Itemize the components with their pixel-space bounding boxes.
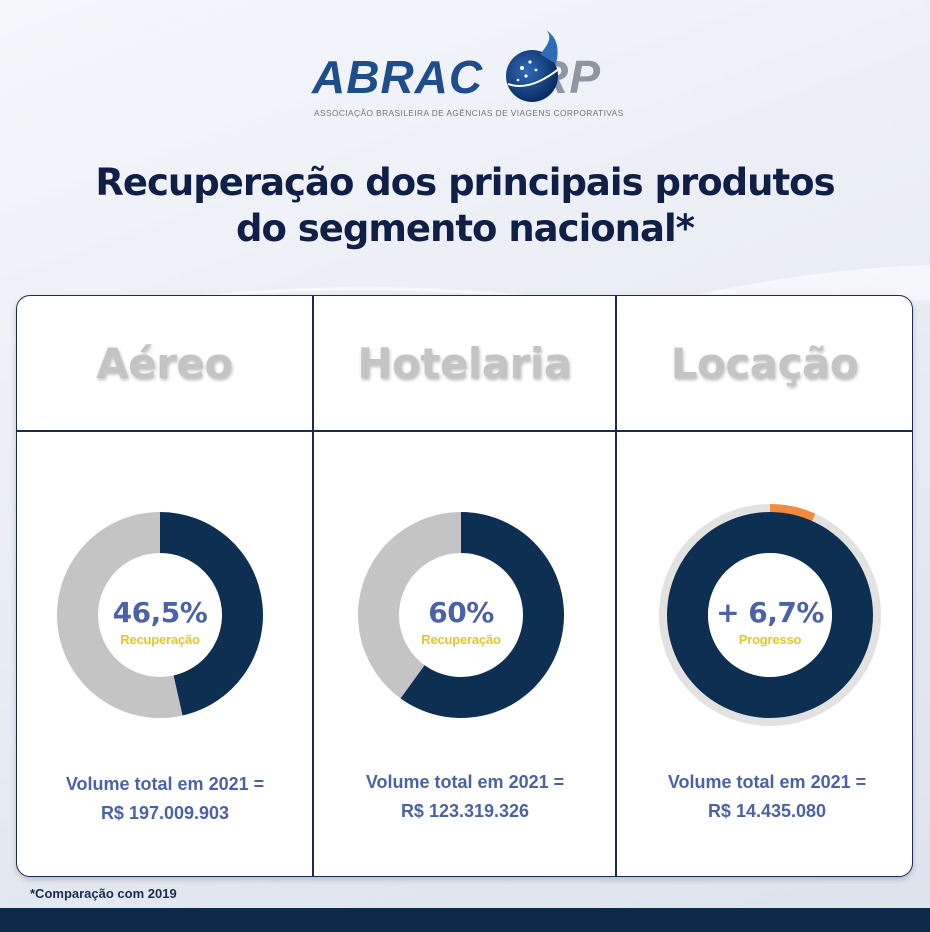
donut-chart-aereo <box>57 512 263 718</box>
donut-chart-hotelaria <box>358 512 564 718</box>
donut-center-hotelaria: 60% Recuperação <box>391 596 531 647</box>
column-title-locacao: Locação <box>670 338 859 388</box>
column-title-aereo: Aéreo <box>96 338 233 388</box>
donut-chart-locacao <box>659 504 881 726</box>
donut-slice-remaining <box>57 512 183 718</box>
column-divider-2 <box>615 296 617 876</box>
header-divider <box>17 430 912 432</box>
volume-value: R$ 14.435.080 <box>707 801 827 821</box>
donut-slice-remaining <box>358 512 461 699</box>
comparison-card: Aéreo Hotelaria Locação 46,5% Recuperaçã… <box>16 295 913 877</box>
percentage-value: 46,5% <box>112 596 208 629</box>
donut-center-locacao: + 6,7% Progresso <box>700 596 840 647</box>
column-title-hotelaria: Hotelaria <box>357 338 572 388</box>
volume-label: Volume total em 2021 = <box>365 772 565 792</box>
donut-slice-recuperacao <box>400 512 564 718</box>
title-line-1: Recuperação dos principais produtos <box>95 161 835 204</box>
donut-slice-main <box>667 512 874 718</box>
footnote: *Comparação com 2019 <box>30 886 177 901</box>
page-title: Recuperação dos principais produtos do s… <box>0 160 930 252</box>
globe-icon <box>506 30 561 102</box>
volume-locacao: Volume total em 2021 = R$ 14.435.080 <box>619 768 912 826</box>
volume-aereo: Volume total em 2021 = R$ 197.009.903 <box>17 770 313 828</box>
abracorp-logo: ABRAC RP ASSOCIAÇÃO BRASILEIRA DE AGÊNCIA… <box>312 28 632 123</box>
volume-value: R$ 197.009.903 <box>100 803 230 823</box>
percentage-caption: Recuperação <box>421 632 501 647</box>
donut-slice-recuperacao <box>160 512 263 716</box>
volume-label: Volume total em 2021 = <box>65 774 265 794</box>
logo-tagline: ASSOCIAÇÃO BRASILEIRA DE AGÊNCIAS DE VIA… <box>314 108 624 118</box>
logo-prefix: ABRAC <box>312 51 484 103</box>
bottom-bar <box>0 908 930 932</box>
percentage-caption: Recuperação <box>120 632 200 647</box>
percentage-value: 60% <box>428 596 494 629</box>
donut-center-aereo: 46,5% Recuperação <box>90 596 230 647</box>
volume-label: Volume total em 2021 = <box>667 772 867 792</box>
percentage-caption: Progresso <box>738 632 802 647</box>
column-divider-1 <box>312 296 314 876</box>
volume-value: R$ 123.319.326 <box>400 801 530 821</box>
percentage-value: + 6,7% <box>716 596 824 629</box>
title-line-2: do segmento nacional* <box>235 207 695 250</box>
donut-hole <box>708 553 832 677</box>
volume-hotelaria: Volume total em 2021 = R$ 123.319.326 <box>317 768 613 826</box>
